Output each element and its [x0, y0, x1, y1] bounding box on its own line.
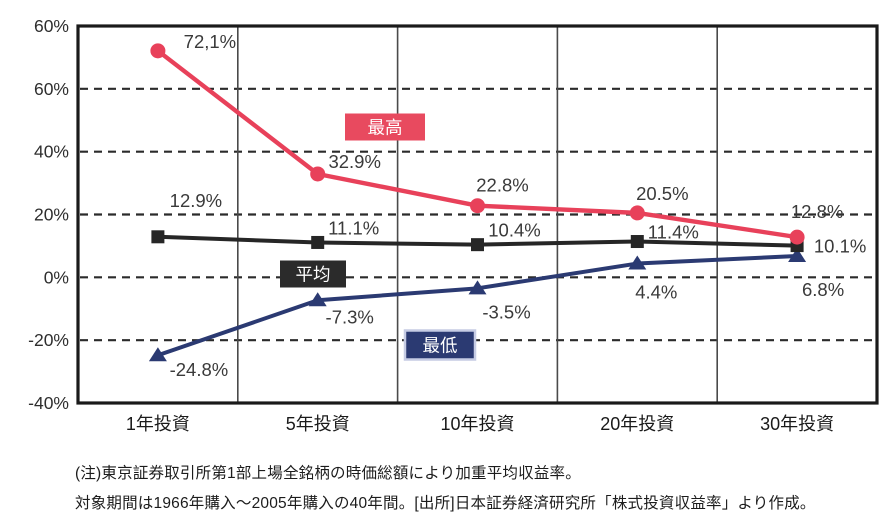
y-axis-tick-label: 60%: [34, 16, 69, 36]
y-axis-tick-label: -20%: [28, 330, 69, 350]
data-point-triangle: [468, 280, 487, 295]
data-point-label: 20.5%: [636, 183, 688, 204]
data-point-label: 11.1%: [328, 217, 379, 238]
y-axis-tick-label: 20%: [34, 205, 69, 225]
x-axis-category-label: 1年投資: [126, 414, 190, 434]
legend-box-最低: [403, 329, 477, 361]
data-point-label: 4.4%: [635, 282, 677, 303]
legend-box-最高: [345, 113, 425, 141]
data-point-label: 10.4%: [488, 220, 540, 241]
data-point-circle: [310, 166, 326, 182]
legend-label-最高: 最高: [368, 118, 403, 138]
x-axis-category-label: 10年投資: [440, 414, 514, 434]
legend-label-平均: 平均: [296, 265, 331, 285]
data-point-label: -24.8%: [170, 359, 229, 380]
y-axis-tick-label: 0%: [44, 267, 69, 287]
x-axis-category-label: 30年投資: [760, 414, 834, 434]
footnote-line-2: 対象期間は1966年購入～2005年購入の40年間。[出所]日本証券経済研究所「…: [75, 495, 816, 512]
data-point-label: -3.5%: [482, 301, 530, 322]
data-point-circle: [150, 43, 166, 59]
data-point-square: [151, 230, 165, 244]
footnote-line-1: (注)東京証券取引所第1部上場全銘柄の時価総額により加重平均収益率。: [75, 465, 581, 482]
data-point-square: [471, 238, 484, 252]
x-axis-category-label: 20年投資: [600, 414, 674, 434]
data-point-triangle: [628, 255, 647, 270]
data-point-circle: [629, 205, 645, 221]
data-point-square: [311, 235, 325, 249]
investment-returns-line-chart: 60% 60% 40% 20% 0% -20% -40% 1年投資 5年投資 10年投資 20年投資…: [28, 16, 879, 434]
data-point-label: 12.9%: [170, 190, 222, 211]
data-point-label: -7.3%: [326, 306, 374, 327]
data-point-label: 12.8%: [791, 201, 843, 222]
data-point-label: 6.8%: [802, 279, 844, 300]
data-point-square: [630, 235, 644, 249]
plot-border: [76, 24, 879, 405]
legend-box-平均: [280, 260, 346, 288]
legend-label-最低: 最低: [423, 336, 458, 356]
y-axis-tick-label: -40%: [28, 393, 69, 413]
data-point-triangle: [148, 347, 167, 362]
y-axis-tick-label: 40%: [34, 142, 69, 162]
data-point-label: 22.8%: [476, 175, 528, 196]
data-point-triangle: [788, 247, 807, 262]
data-point-circle: [789, 229, 805, 245]
data-point-circle: [470, 198, 485, 214]
data-point-label: 72,1%: [184, 31, 236, 52]
data-point-label: 32.9%: [328, 151, 380, 172]
data-point-label: 11.4%: [648, 222, 699, 243]
data-point-label: 10.1%: [814, 236, 866, 257]
x-axis-category-label: 5年投資: [286, 414, 350, 434]
data-point-triangle: [308, 292, 327, 307]
y-axis-tick-label: 60%: [34, 79, 69, 99]
